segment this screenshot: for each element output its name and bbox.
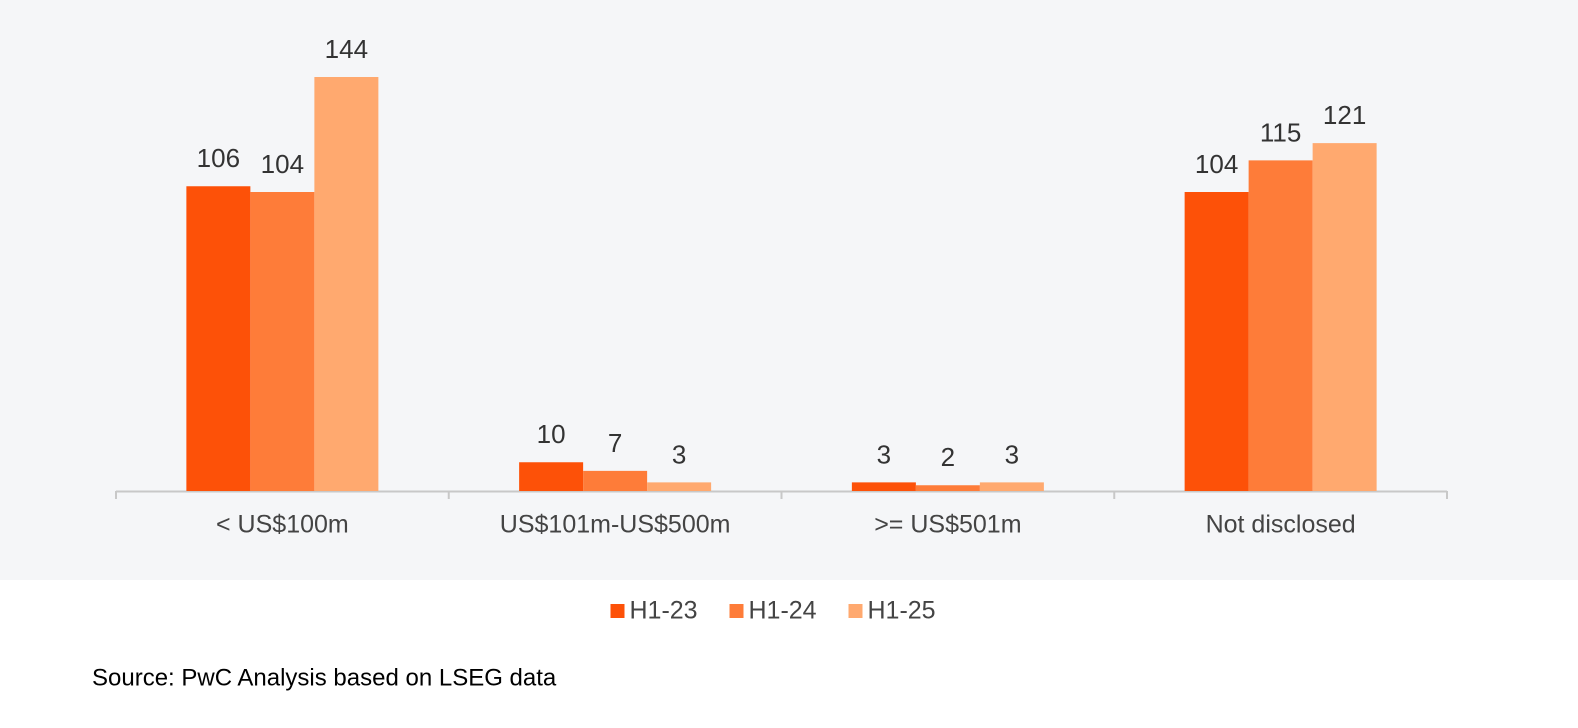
data-label: 3 [877, 439, 891, 469]
data-label: 2 [941, 442, 955, 472]
legend-swatch [610, 604, 625, 618]
data-label: 106 [197, 143, 240, 173]
data-label: 3 [1005, 439, 1019, 469]
x-tick-label: Not disclosed [1206, 511, 1356, 539]
source: Source: PwC Analysis based on LSEG data [92, 664, 557, 691]
bar [1184, 192, 1249, 491]
data-label: 10 [537, 419, 566, 449]
x-tick-label: < US$100m [216, 511, 349, 539]
bar [1312, 143, 1377, 491]
bar [583, 470, 648, 491]
x-tick-label: >= US$501m [874, 511, 1021, 539]
data-label: 104 [261, 149, 304, 179]
data-label: 7 [608, 428, 622, 458]
bar [250, 192, 315, 491]
data-label: 104 [1195, 149, 1238, 179]
legend-swatch [848, 604, 863, 618]
data-label: 115 [1260, 117, 1301, 147]
bar [519, 462, 584, 491]
data-label: 144 [325, 34, 368, 64]
bar [979, 482, 1044, 491]
legend-swatch [729, 604, 744, 618]
x-tick-label: US$101m-US$500m [500, 511, 731, 539]
legend-label: H1-25 [868, 597, 936, 625]
bar [647, 482, 712, 491]
bar [1248, 160, 1313, 491]
bar [915, 485, 980, 491]
bar [851, 482, 916, 491]
legend-label: H1-24 [749, 597, 817, 625]
legend-label: H1-23 [630, 597, 698, 625]
data-label: 121 [1323, 100, 1366, 130]
bar [314, 77, 379, 491]
data-label: 3 [672, 439, 686, 469]
bar [186, 186, 251, 491]
